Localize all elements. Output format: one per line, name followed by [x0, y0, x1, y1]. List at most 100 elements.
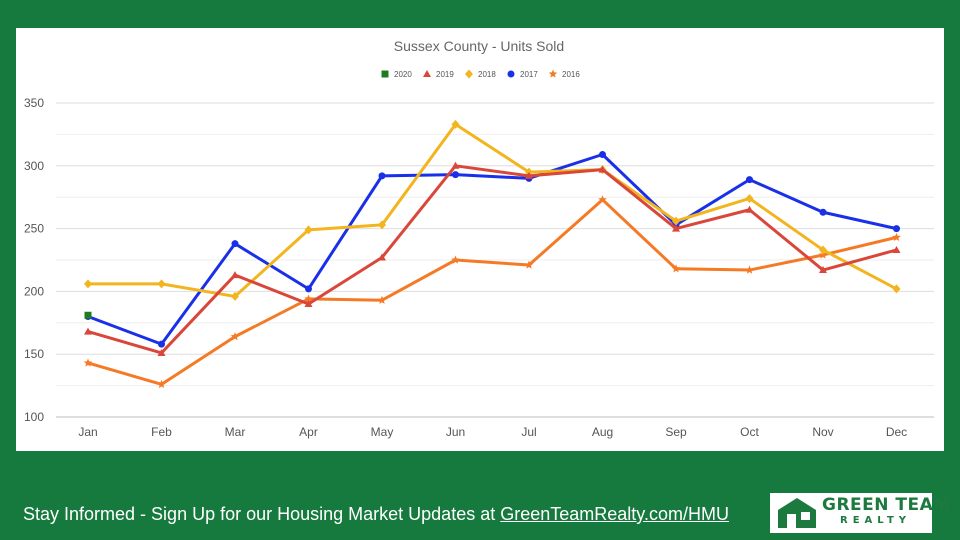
- data-point: [381, 70, 389, 78]
- logo-line-1: GREEN TEAM: [822, 495, 951, 515]
- data-point: [231, 291, 239, 301]
- x-tick-label: Jul: [521, 425, 536, 439]
- x-tick-label: Nov: [812, 425, 833, 439]
- y-tick-label: 150: [24, 347, 44, 361]
- data-point: [230, 332, 240, 341]
- data-point: [84, 279, 92, 289]
- chart-title: Sussex County - Units Sold: [394, 38, 564, 54]
- line-chart: Sussex County - Units Sold 2020 2019 2018 2…: [24, 38, 934, 439]
- x-tick-label: May: [371, 425, 394, 439]
- series-2016: [83, 195, 901, 388]
- signup-link[interactable]: GreenTeamRealty.com/HMU: [500, 504, 729, 524]
- data-point: [525, 171, 533, 179]
- data-point: [507, 70, 515, 78]
- series-line: [87, 152, 897, 346]
- series-line: [88, 122, 898, 298]
- legend-item-2016[interactable]: 2016: [548, 69, 581, 80]
- data-point: [671, 264, 681, 273]
- x-tick-label: Aug: [592, 425, 613, 439]
- data-point: [84, 311, 92, 319]
- series-2018: [84, 119, 901, 301]
- series-2017: [84, 150, 900, 348]
- data-point: [892, 232, 901, 242]
- green-team-realty-logo[interactable]: GREEN TEAM REALTY: [770, 493, 950, 533]
- data-point: [157, 279, 166, 289]
- data-point: [305, 285, 312, 293]
- data-point: [745, 193, 754, 203]
- series-group: [83, 119, 901, 388]
- series-line: [87, 198, 897, 386]
- data-point: [84, 327, 92, 335]
- x-tick-label: Apr: [299, 425, 318, 439]
- data-point: [157, 348, 166, 356]
- data-point: [819, 245, 827, 255]
- data-point: [746, 176, 753, 184]
- logo-line-2: REALTY: [840, 515, 912, 526]
- x-tick-label: Jan: [78, 425, 97, 439]
- data-point: [378, 253, 386, 261]
- y-tick-label: 200: [24, 284, 44, 298]
- y-tick-label: 100: [24, 410, 44, 424]
- data-point: [465, 69, 473, 79]
- y-tick-label: 250: [24, 222, 44, 236]
- chart-card: Sussex County - Units Sold 2020 2019 2018 2…: [16, 28, 944, 451]
- data-point: [451, 161, 460, 169]
- legend-label: 2018: [478, 70, 496, 79]
- legend-label: 2016: [562, 70, 580, 79]
- y-tick-label: 350: [24, 96, 44, 110]
- series-line: [87, 164, 897, 355]
- data-point: [378, 172, 386, 180]
- x-tick-label: Oct: [740, 425, 759, 439]
- x-tick-label: Mar: [225, 425, 246, 439]
- data-point: [377, 295, 387, 304]
- series-2019: [84, 161, 901, 356]
- x-tick-label: Jun: [446, 425, 465, 439]
- x-tick-label: Sep: [665, 425, 687, 439]
- data-point: [423, 70, 431, 77]
- data-point: [892, 284, 901, 294]
- data-point: [548, 69, 558, 78]
- legend-item-2019[interactable]: 2019: [423, 70, 454, 79]
- data-point: [378, 220, 386, 230]
- data-point: [599, 150, 606, 158]
- data-point: [745, 265, 754, 274]
- data-point: [231, 271, 239, 279]
- data-point: [304, 299, 313, 307]
- x-axis: Jan Feb Mar Apr May Jun Jul Aug Sep Oct Nov Dec: [78, 425, 907, 439]
- legend-item-2020[interactable]: 2020: [381, 70, 413, 79]
- legend-label: 2017: [520, 70, 538, 79]
- data-point: [304, 225, 313, 235]
- data-point: [524, 260, 534, 269]
- x-tick-label: Dec: [886, 425, 907, 439]
- y-axis: 100 150 200 250 300 350: [24, 96, 44, 424]
- data-point: [598, 195, 607, 204]
- data-point: [819, 266, 827, 274]
- footer-message: Stay Informed - Sign Up for our Housing …: [23, 504, 501, 524]
- legend-label: 2019: [436, 70, 454, 79]
- x-tick-label: Feb: [151, 425, 172, 439]
- series-2020: [84, 311, 92, 319]
- data-point: [451, 255, 460, 264]
- data-point: [304, 294, 313, 303]
- legend-item-2018[interactable]: 2018: [465, 69, 496, 80]
- data-point: [157, 379, 166, 388]
- data-point: [158, 340, 165, 348]
- data-point: [893, 225, 900, 233]
- legend-item-2017[interactable]: 2017: [507, 70, 539, 79]
- legend: 2020 2019 2018 2017 2016: [381, 69, 581, 80]
- data-point: [818, 250, 828, 259]
- data-point: [672, 224, 680, 232]
- legend-label: 2020: [394, 70, 412, 79]
- data-point: [745, 205, 754, 213]
- gridlines: [56, 102, 934, 418]
- data-point: [452, 171, 459, 179]
- footer-text: Stay Informed - Sign Up for our Housing …: [23, 504, 729, 525]
- data-point: [819, 208, 827, 216]
- data-point: [83, 358, 93, 367]
- house-logo-icon: [778, 498, 816, 528]
- y-tick-label: 300: [24, 159, 44, 173]
- data-point: [231, 240, 239, 248]
- data-point: [451, 119, 460, 129]
- data-point: [598, 165, 607, 173]
- data-point: [892, 245, 901, 253]
